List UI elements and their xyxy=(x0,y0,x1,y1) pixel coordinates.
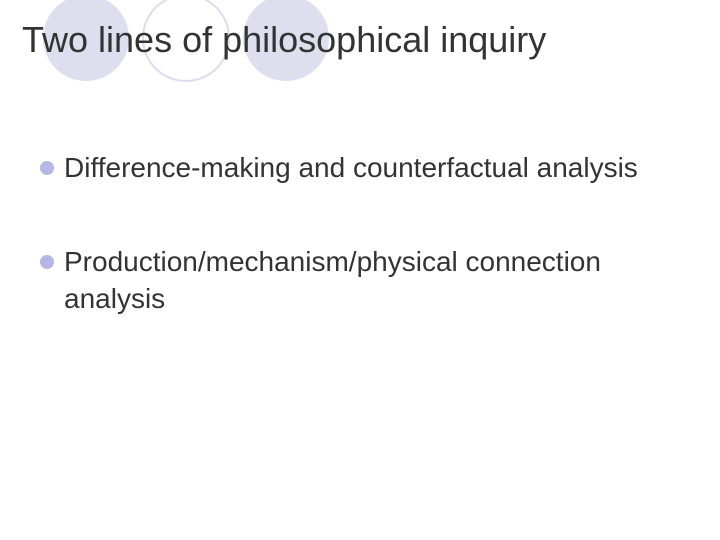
slide-body: Difference-making and counterfactual ana… xyxy=(40,150,660,375)
list-item: Difference-making and counterfactual ana… xyxy=(40,150,660,186)
bullet-icon xyxy=(40,255,54,269)
list-item-text: Difference-making and counterfactual ana… xyxy=(64,150,660,186)
list-item-text: Production/mechanism/physical connection… xyxy=(64,244,660,317)
bullet-icon xyxy=(40,161,54,175)
list-item: Production/mechanism/physical connection… xyxy=(40,244,660,317)
slide-title: Two lines of philosophical inquiry xyxy=(22,18,698,61)
